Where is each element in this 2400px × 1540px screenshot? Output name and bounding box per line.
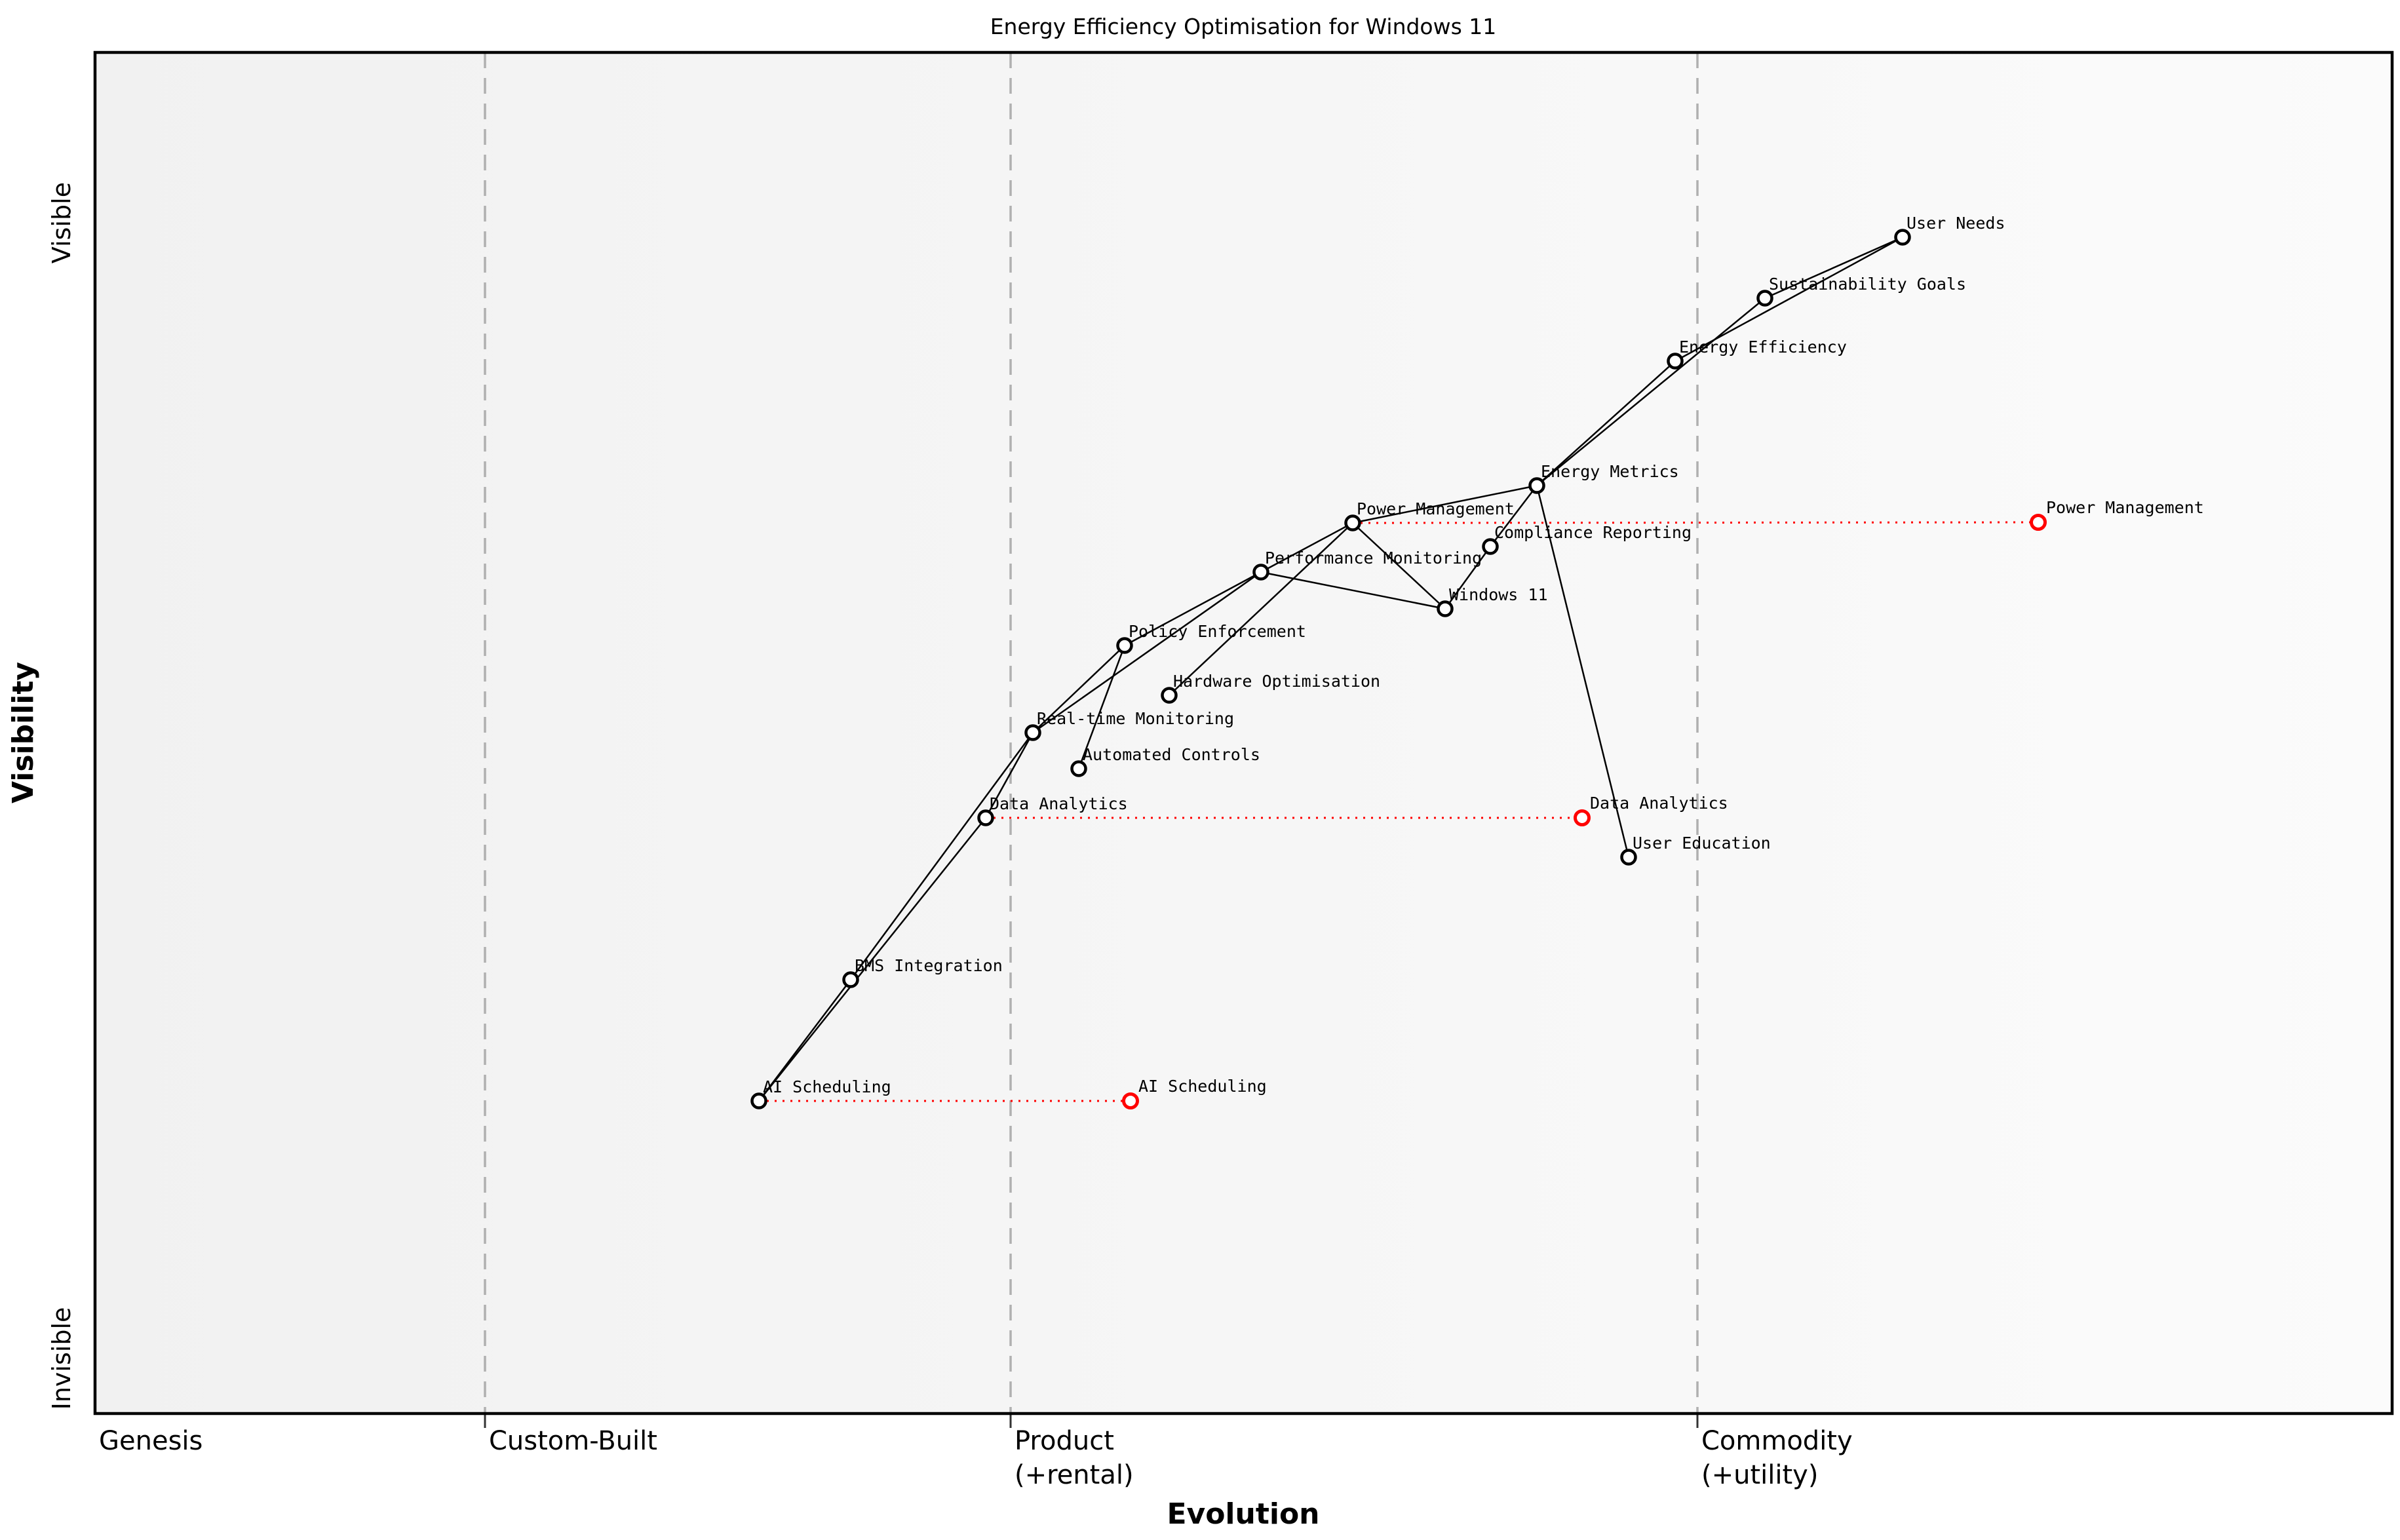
node-user-needs — [1894, 229, 1911, 246]
evolved-node-label-data-analytics: Data Analytics — [1590, 794, 1728, 813]
node-label-performance-monitoring: Performance Monitoring — [1265, 549, 1482, 568]
node-windows-11 — [1437, 600, 1454, 617]
stage-label-product: Product (+rental) — [1015, 1426, 1134, 1490]
evolved-node-data-analytics — [1574, 809, 1591, 826]
node-energy-metrics — [1528, 477, 1545, 494]
node-automated-controls — [1070, 760, 1087, 777]
edge-policy-enforcement--real-time-monitoring — [1032, 645, 1125, 733]
node-label-hardware-optimisation: Hardware Optimisation — [1173, 672, 1380, 691]
edge-sustainability-goals--energy-metrics — [1536, 298, 1766, 486]
node-user-education — [1620, 849, 1637, 866]
edge-energy-metrics--compliance-reporting — [1490, 485, 1538, 547]
edge-real-time-monitoring--bms-integration — [849, 732, 1034, 980]
node-label-sustainability-goals: Sustainability Goals — [1769, 275, 1966, 294]
node-policy-enforcement — [1116, 637, 1133, 654]
node-performance-monitoring — [1252, 564, 1269, 581]
node-power-management — [1344, 514, 1361, 531]
node-label-energy-efficiency: Energy Efficiency — [1679, 337, 1847, 356]
map-layer: User Needs Sustainability Goals Energy Eff… — [93, 50, 2394, 1490]
edge-performance-monitoring--policy-enforcement — [1124, 571, 1262, 647]
node-label-compliance-reporting: Compliance Reporting — [1494, 523, 1692, 542]
node-bms-integration — [842, 971, 859, 988]
evolved-node-ai-scheduling — [1122, 1092, 1139, 1109]
edge-performance-monitoring--real-time-monitoring — [1032, 571, 1262, 734]
edge-power-management--windows-11 — [1352, 522, 1446, 609]
stage-label-custom-built: Custom-Built — [489, 1426, 657, 1456]
node-label-policy-enforcement: Policy Enforcement — [1129, 622, 1306, 641]
plot-border — [93, 50, 2394, 1415]
edge-compliance-reporting--windows-11 — [1444, 546, 1492, 609]
node-label-data-analytics: Data Analytics — [990, 794, 1128, 813]
edge-energy-efficiency--energy-metrics — [1536, 360, 1676, 486]
edge-user-needs--sustainability-goals — [1764, 236, 1903, 299]
edge-data-analytics--ai-scheduling — [758, 817, 986, 1102]
node-energy-efficiency — [1667, 353, 1684, 370]
edge-energy-metrics--power-management — [1352, 484, 1538, 524]
node-label-user-education: User Education — [1633, 834, 1771, 853]
edge-power-management--performance-monitoring — [1260, 522, 1353, 573]
node-ai-scheduling — [750, 1092, 767, 1109]
edge-policy-enforcement--automated-controls — [1077, 645, 1126, 769]
node-label-bms-integration: BMS Integration — [855, 956, 1003, 975]
node-hardware-optimisation — [1161, 687, 1178, 704]
y-axis-title: Visibility — [7, 662, 40, 803]
edge-performance-monitoring--windows-11 — [1260, 571, 1446, 610]
edge-energy-metrics--user-education — [1536, 485, 1630, 858]
evolved-node-label-ai-scheduling: AI Scheduling — [1138, 1077, 1267, 1096]
stage-label-genesis: Genesis — [99, 1426, 203, 1456]
chart-title: Energy Efficiency Optimisation for Windo… — [990, 14, 1497, 39]
node-label-ai-scheduling: AI Scheduling — [763, 1077, 891, 1096]
plot-background — [95, 52, 2392, 1414]
node-label-windows-11: Windows 11 — [1449, 585, 1548, 604]
y-axis-top-label: Visible — [47, 182, 76, 263]
edge-real-time-monitoring--data-analytics — [984, 732, 1034, 818]
node-real-time-monitoring — [1024, 724, 1041, 741]
node-data-analytics — [977, 809, 994, 826]
node-compliance-reporting — [1482, 538, 1499, 555]
evolved-node-label-power-management: Power Management — [2046, 498, 2204, 517]
node-label-power-management: Power Management — [1357, 499, 1515, 518]
evolved-node-power-management — [2030, 514, 2047, 531]
node-label-user-needs: User Needs — [1906, 214, 2005, 233]
node-label-energy-metrics: Energy Metrics — [1541, 462, 1679, 481]
edge-power-management--hardware-optimisation — [1169, 522, 1353, 696]
stage-label-commodity: Commodity (+utility) — [1701, 1426, 1853, 1490]
node-label-real-time-monitoring: Real-time Monitoring — [1037, 709, 1234, 728]
node-sustainability-goals — [1756, 290, 1773, 307]
x-axis-title: Evolution — [1167, 1497, 1319, 1531]
y-axis-bottom-label: Invisible — [47, 1307, 76, 1410]
node-label-automated-controls: Automated Controls — [1083, 745, 1260, 764]
